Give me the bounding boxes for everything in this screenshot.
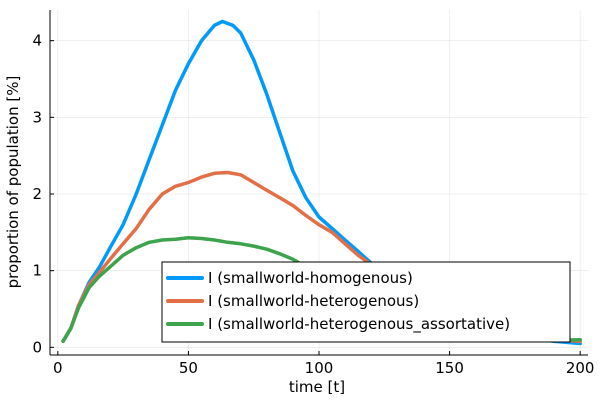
y-tick-label: 1 — [32, 262, 42, 280]
legend: I (smallworld-homogenous) I (smallworld-h… — [161, 261, 571, 343]
legend-label-3: I (smallworld-heterogenous_assortative) — [208, 315, 510, 334]
tick-labels: 0 50 100 150 200 0 1 2 3 4 — [32, 32, 594, 377]
x-tick-label: 200 — [566, 359, 595, 377]
x-tick-label: 150 — [435, 359, 464, 377]
x-tick-label: 100 — [305, 359, 334, 377]
legend-label-2: I (smallworld-heterogenous) — [208, 292, 419, 310]
x-tick-label: 0 — [53, 359, 63, 377]
x-tick-label: 50 — [179, 359, 198, 377]
axes — [49, 10, 588, 356]
y-tick-label: 4 — [32, 32, 42, 50]
legend-label-1: I (smallworld-homogenous) — [208, 269, 413, 287]
y-tick-label: 0 — [32, 338, 42, 356]
y-tick-label: 2 — [32, 185, 42, 203]
y-axis-label: proportion of population [%] — [4, 76, 22, 289]
y-tick-label: 3 — [32, 108, 42, 126]
legend-box — [161, 261, 571, 343]
x-axis-label: time [t] — [289, 378, 345, 396]
